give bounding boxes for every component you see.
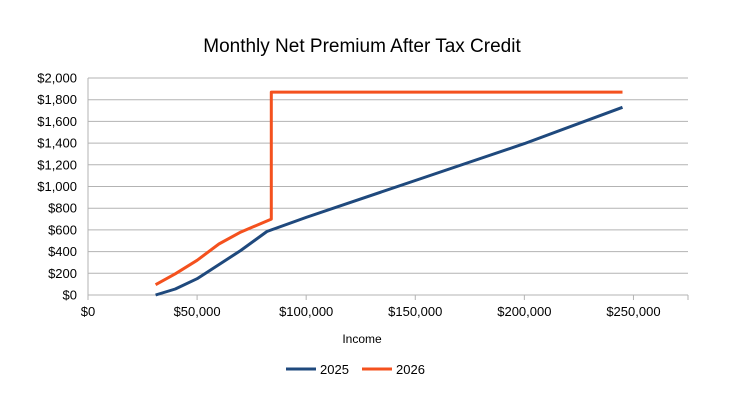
series-line-2025 <box>155 105 624 297</box>
legend-label: 2026 <box>396 362 425 377</box>
x-axis-label: Income <box>342 332 382 346</box>
y-tick-label: $2,000 <box>37 71 77 86</box>
y-tick-label: $0 <box>63 288 77 303</box>
y-tick-label: $1,200 <box>37 157 77 172</box>
legend-item-2025: 2025 <box>286 362 349 377</box>
x-tick-label: $50,000 <box>174 304 221 319</box>
legend: 2025 2026 <box>286 362 425 377</box>
y-tick-label: $1,600 <box>37 114 77 129</box>
y-tick-label: $200 <box>48 266 77 281</box>
gridlines <box>88 77 688 296</box>
legend-label: 2025 <box>320 362 349 377</box>
y-tick-label: $1,000 <box>37 179 77 194</box>
series-lines <box>154 90 624 297</box>
chart-title: Monthly Net Premium After Tax Credit <box>203 36 521 57</box>
y-tick-label: $800 <box>48 201 77 216</box>
x-tick-label: $100,000 <box>279 304 333 319</box>
series-line-2026 <box>154 90 623 287</box>
x-tick-label: $200,000 <box>497 304 551 319</box>
y-tick-label: $400 <box>48 244 77 259</box>
x-axis-tick-labels: $0 $50,000 $100,000 $150,000 $200,000 $250,00… <box>81 304 661 319</box>
y-tick-label: $1,400 <box>37 136 77 151</box>
legend-item-2026: 2026 <box>362 362 425 377</box>
x-tick-label: $150,000 <box>388 304 442 319</box>
x-tick-label: $0 <box>81 304 95 319</box>
y-tick-label: $600 <box>48 222 77 237</box>
x-tick-label: $250,000 <box>606 304 660 319</box>
y-axis-tick-labels: $0 $200 $400 $600 $800 $1,000 $1,200 $1,400 $1,6… <box>37 71 77 303</box>
axes <box>87 78 689 300</box>
y-tick-label: $1,800 <box>37 92 77 107</box>
